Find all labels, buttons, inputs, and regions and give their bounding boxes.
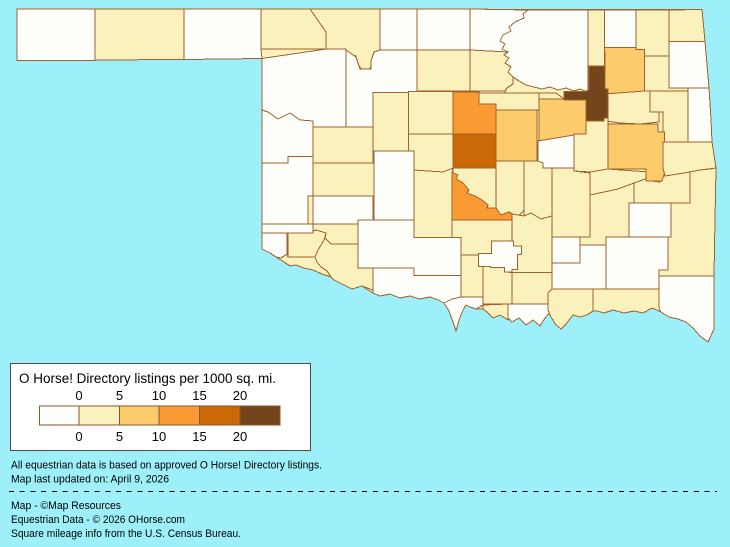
svg-text:15: 15 xyxy=(192,429,206,444)
svg-text:All equestrian data is based o: All equestrian data is based on approved… xyxy=(11,460,322,472)
svg-text:5: 5 xyxy=(116,388,123,403)
svg-text:20: 20 xyxy=(233,388,247,403)
svg-text:15: 15 xyxy=(192,388,206,403)
svg-text:Square mileage info from the U: Square mileage info from the U.S. Census… xyxy=(11,528,241,540)
svg-text:0: 0 xyxy=(75,388,82,403)
svg-text:10: 10 xyxy=(152,429,166,444)
svg-text:Equestrian Data - © 2026 OHors: Equestrian Data - © 2026 OHorse.com xyxy=(11,514,185,526)
svg-text:O Horse! Directory listings pe: O Horse! Directory listings per 1000 sq.… xyxy=(19,371,276,386)
svg-text:10: 10 xyxy=(152,388,166,403)
svg-text:0: 0 xyxy=(75,429,82,444)
svg-text:Map - ©Map Resources: Map - ©Map Resources xyxy=(11,500,121,512)
svg-text:Map last updated on: April 9,: Map last updated on: April 9, 2026 xyxy=(11,474,169,486)
svg-text:5: 5 xyxy=(116,429,123,444)
svg-text:20: 20 xyxy=(233,429,247,444)
